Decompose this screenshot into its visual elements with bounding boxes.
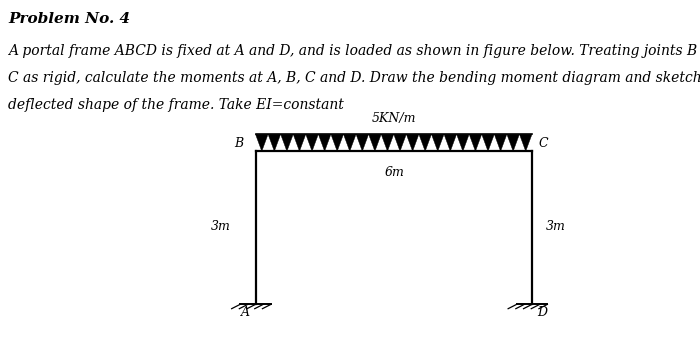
Polygon shape [382,134,393,151]
Polygon shape [482,134,494,151]
Polygon shape [318,134,331,151]
Polygon shape [344,134,356,151]
Text: 3m: 3m [546,220,566,232]
Polygon shape [331,134,344,151]
Polygon shape [281,134,293,151]
Polygon shape [406,134,419,151]
Polygon shape [494,134,507,151]
Text: B: B [234,136,243,150]
Polygon shape [507,134,519,151]
Polygon shape [519,134,532,151]
Polygon shape [256,134,268,151]
Text: 6m: 6m [384,166,404,179]
Polygon shape [444,134,456,151]
Text: C: C [539,136,549,150]
Polygon shape [268,134,281,151]
Text: C as rigid, calculate the moments at A, B, C and D. Draw the bending moment diag: C as rigid, calculate the moments at A, … [8,71,700,85]
Polygon shape [293,134,306,151]
Text: 3m: 3m [211,220,231,232]
Text: D: D [538,306,547,319]
Polygon shape [369,134,382,151]
Polygon shape [356,134,369,151]
Text: 5KN/m: 5KN/m [372,112,416,125]
Text: A portal frame ABCD is fixed at A and D, and is loaded as shown in figure below.: A portal frame ABCD is fixed at A and D,… [8,44,700,58]
Polygon shape [393,134,406,151]
Polygon shape [419,134,431,151]
Polygon shape [431,134,444,151]
Text: A: A [241,306,250,319]
Text: Problem No. 4: Problem No. 4 [8,12,130,26]
Polygon shape [306,134,318,151]
Text: deflected shape of the frame. Take EI=constant: deflected shape of the frame. Take EI=co… [8,98,344,112]
Polygon shape [456,134,469,151]
Polygon shape [469,134,482,151]
